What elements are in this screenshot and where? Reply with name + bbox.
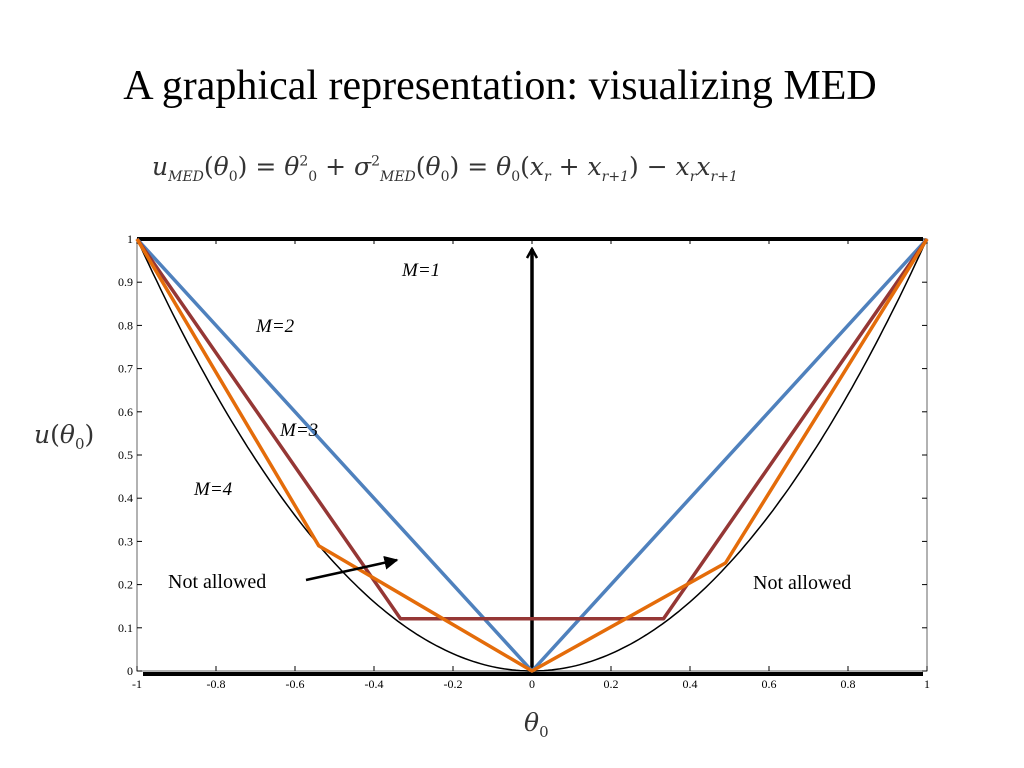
formula: uMED(θ0) = θ20 + σ2MED(θ0) = θ0(xr + xr+…: [152, 152, 738, 185]
x-tick-label: -0.4: [365, 677, 384, 691]
y-tick-label: 0.7: [118, 362, 133, 376]
not-allowed-label-left: Not allowed: [168, 571, 266, 593]
series-label-m-4: M=4: [193, 479, 233, 500]
x-tick-label: 0: [529, 677, 535, 691]
series-label-m-2: M=2: [255, 316, 295, 337]
x-tick-label: -1: [132, 677, 142, 691]
slide-title: A graphical representation: visualizing …: [123, 63, 877, 109]
y-tick-label: 1: [127, 232, 133, 246]
y-tick-label: 0.4: [118, 491, 133, 505]
y-axis-label: u(θ0): [34, 420, 95, 453]
y-tick-label: 0.8: [118, 318, 133, 332]
not-allowed-label-right: Not allowed: [753, 572, 851, 594]
x-tick-label: -0.6: [286, 677, 305, 691]
x-tick-label: 0.6: [762, 677, 777, 691]
not-allowed-arrow: [305, 555, 399, 582]
series-label-m-1: M=1: [401, 260, 440, 281]
series-line-m-3: [135, 238, 929, 621]
series-line-m-4: [135, 238, 929, 673]
y-tick-label: 0.9: [118, 275, 133, 289]
x-tick-label: 0.2: [604, 677, 619, 691]
y-tick-label: 0.2: [118, 578, 133, 592]
y-tick-label: 0.3: [118, 534, 133, 548]
y-tick-label: 0.6: [118, 405, 133, 419]
x-axis-label: θ0: [524, 708, 549, 741]
x-tick-label: 0.8: [841, 677, 856, 691]
x-tick-label: 1: [924, 677, 930, 691]
x-tick-label: -0.8: [207, 677, 226, 691]
y-tick-label: 0: [127, 664, 133, 678]
x-tick-label: 0.4: [683, 677, 698, 691]
y-tick-label: 0.5: [118, 448, 133, 462]
y-tick-label: 0.1: [118, 621, 133, 635]
x-tick-label: -0.2: [444, 677, 463, 691]
series-label-m-3: M=3: [279, 420, 318, 441]
